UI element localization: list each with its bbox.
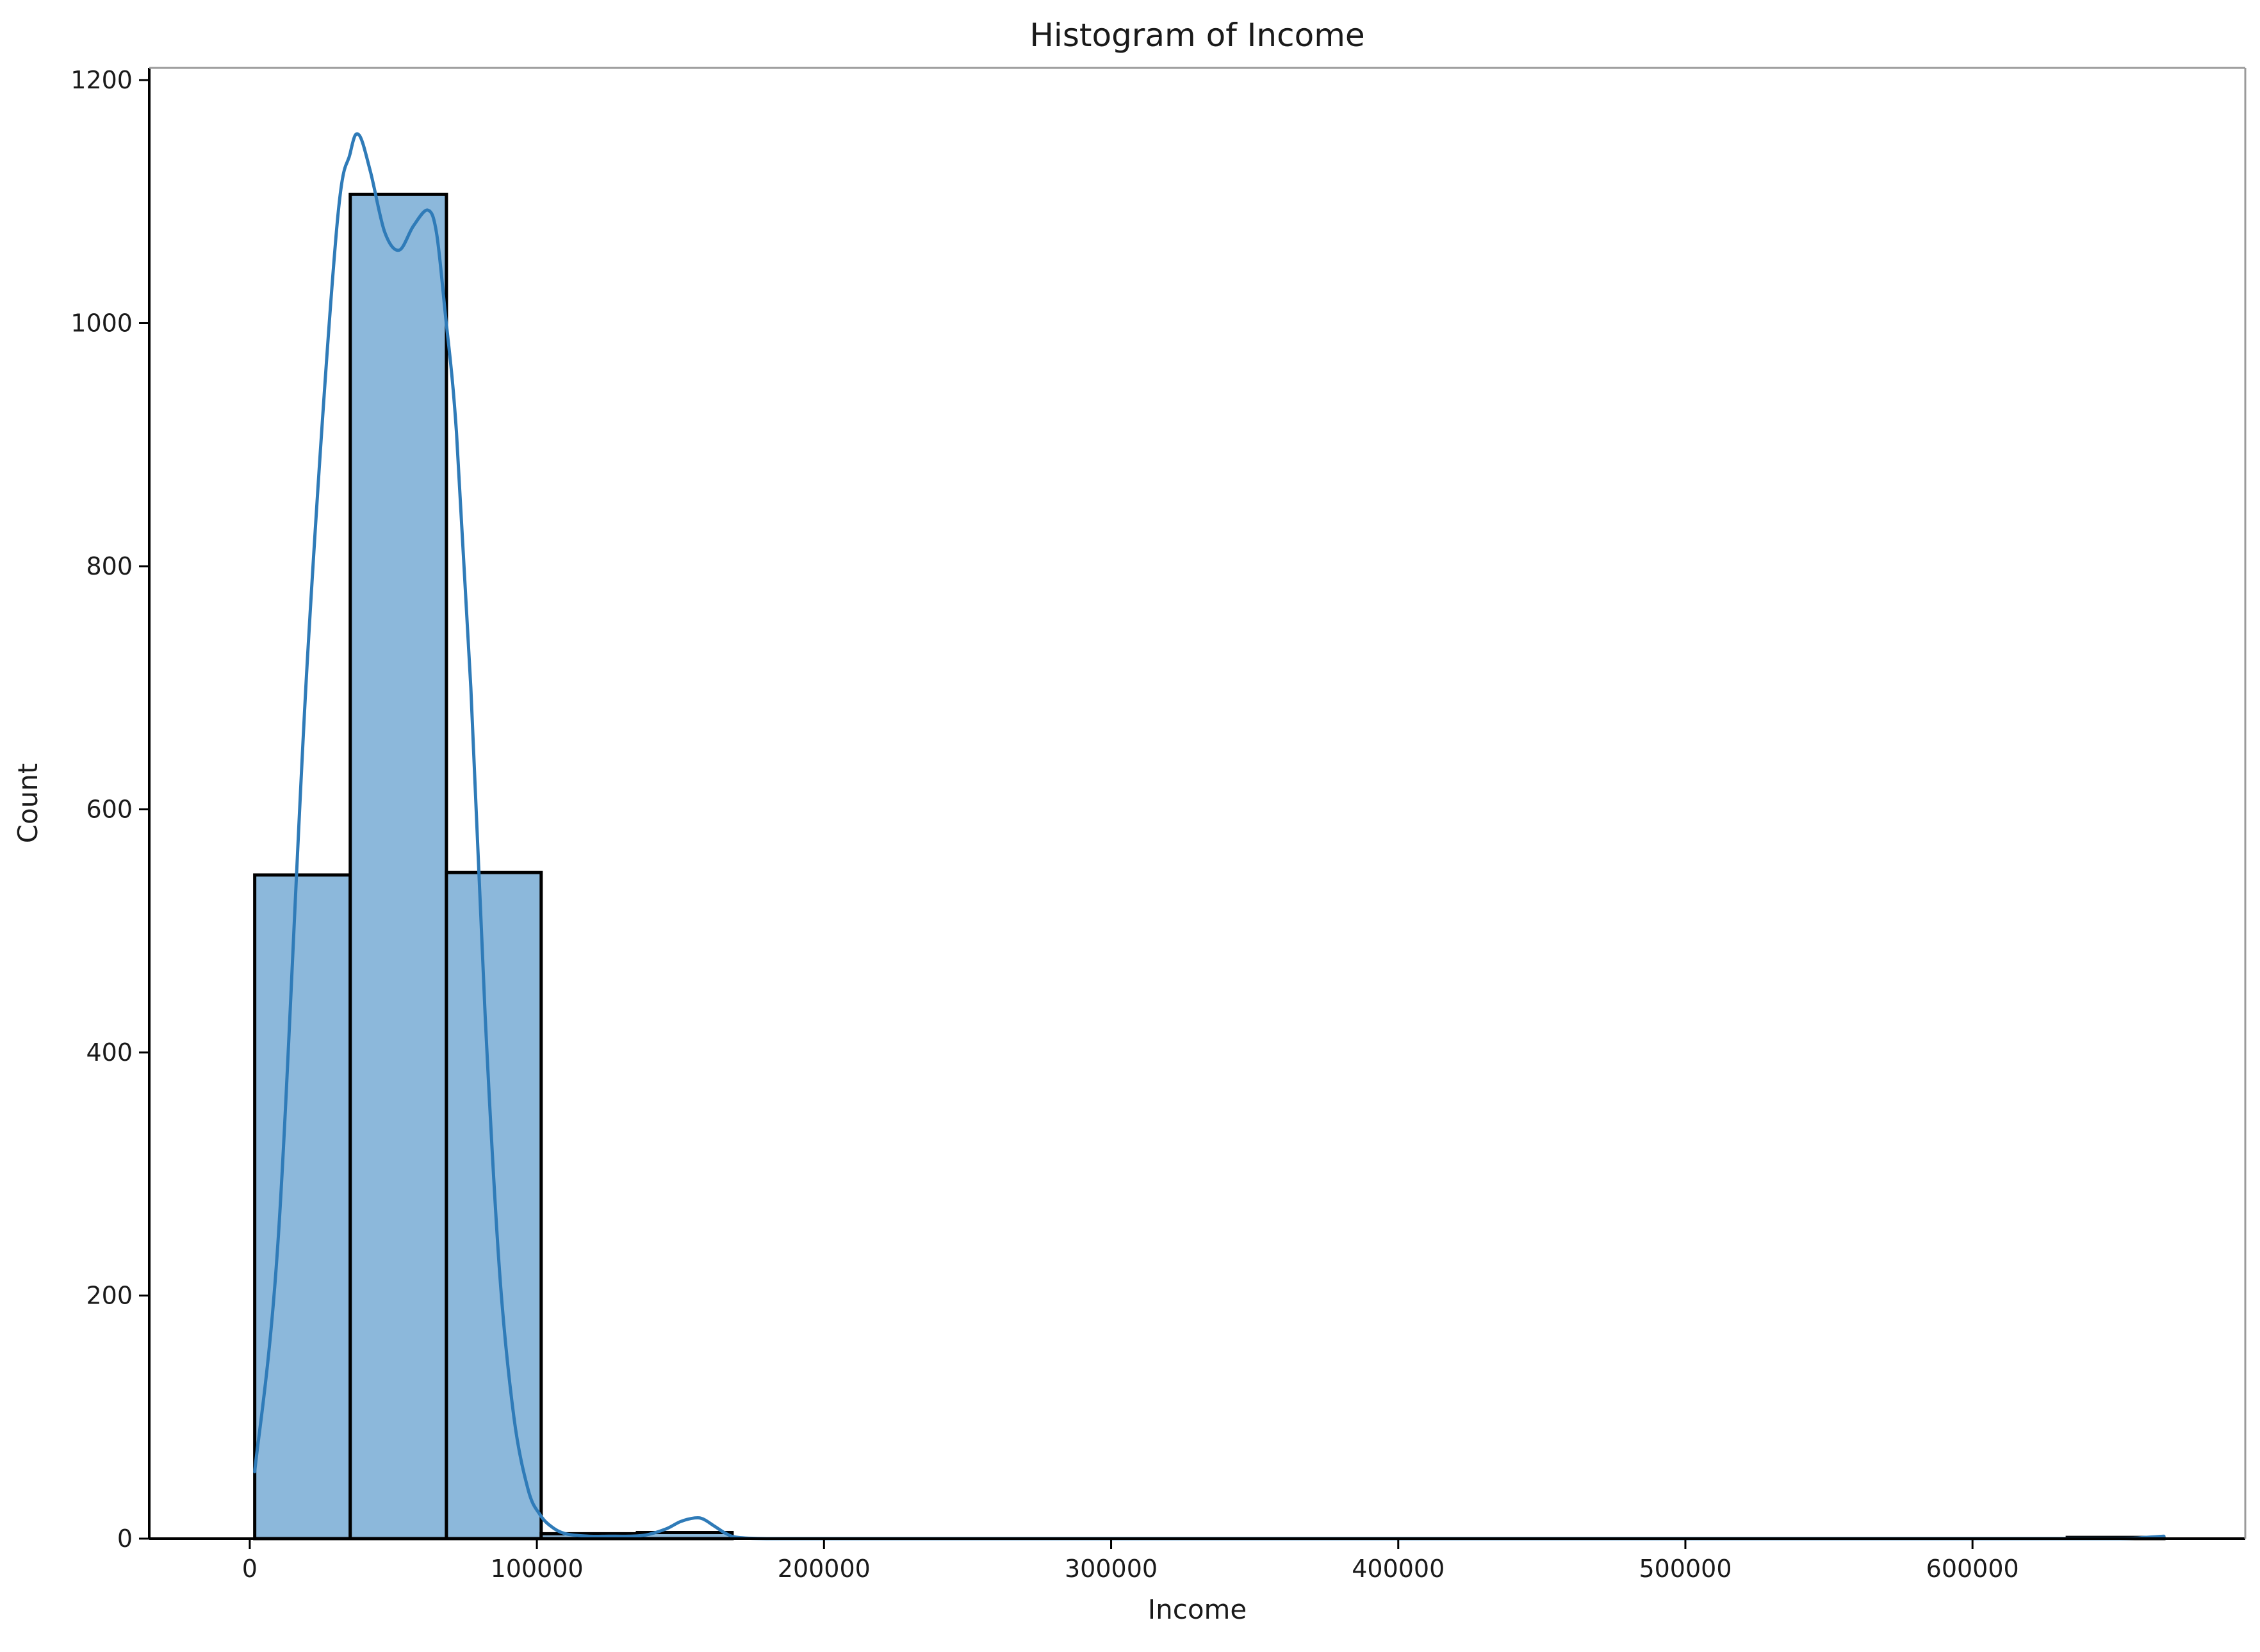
y-tick-label-2: 400 — [86, 1038, 133, 1067]
y-tick-label-4: 800 — [86, 552, 133, 580]
x-axis-label: Income — [1148, 1594, 1247, 1625]
y-tick-label-1: 200 — [86, 1281, 133, 1309]
x-tick-label-6: 600000 — [1926, 1555, 2019, 1583]
y-tick-label-6: 1200 — [70, 66, 133, 94]
histogram-bar-1 — [348, 192, 448, 1541]
x-tick-label-0: 0 — [242, 1555, 258, 1583]
text-layer: 0 100000 200000 300000 400000 500000 600000 0 20… — [12, 17, 2019, 1625]
x-tick-label-2: 200000 — [778, 1555, 871, 1583]
x-tick-label-3: 300000 — [1065, 1555, 1158, 1583]
y-tick-label-0: 0 — [117, 1525, 133, 1553]
x-tick-label-4: 400000 — [1352, 1555, 1445, 1583]
x-tick-label-1: 100000 — [491, 1555, 584, 1583]
x-tick-label-5: 500000 — [1639, 1555, 1732, 1583]
axes-layer — [139, 67, 2247, 1549]
y-axis-label: Count — [12, 764, 44, 844]
y-tick-label-5: 1000 — [70, 309, 133, 337]
chart-title: Histogram of Income — [1029, 17, 1364, 54]
bars-layer — [253, 192, 2166, 1541]
y-tick-label-3: 600 — [86, 795, 133, 823]
histogram-bar-0 — [253, 873, 352, 1541]
